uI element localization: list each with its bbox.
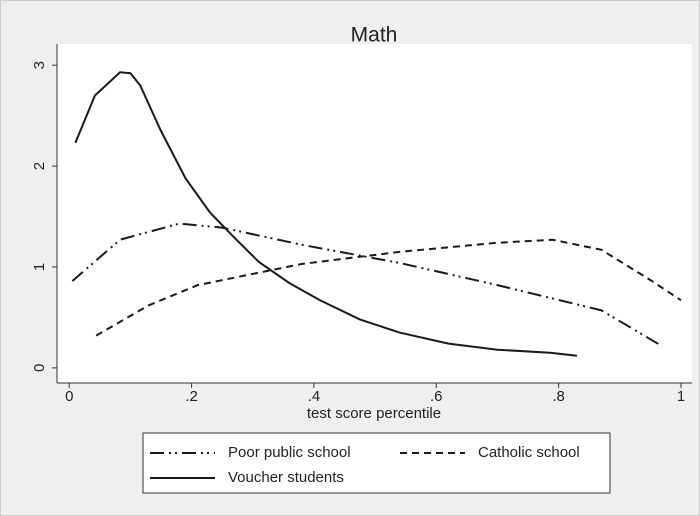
x-tick-label: .6 [430,388,443,405]
chart-title: Math [351,24,398,47]
legend-label: Voucher students [228,469,344,486]
plot-area [57,44,692,383]
y-tick-label: 3 [31,61,48,69]
y-tick-label: 0 [31,364,48,372]
x-tick-label: .4 [308,388,321,405]
x-tick-label: 0 [65,388,73,405]
x-axis-label: test score percentile [307,405,441,422]
x-tick-label: .2 [185,388,198,405]
series-line [95,238,682,337]
y-tick-label: 2 [31,162,48,170]
y-tick-label: 1 [31,263,48,271]
x-tick-label: .8 [552,388,565,405]
series-line [71,222,661,346]
legend [142,432,611,494]
x-tick-label: 1 [677,388,685,405]
legend-label: Catholic school [478,444,580,461]
series-line [74,71,578,357]
legend-label: Poor public school [228,444,351,461]
